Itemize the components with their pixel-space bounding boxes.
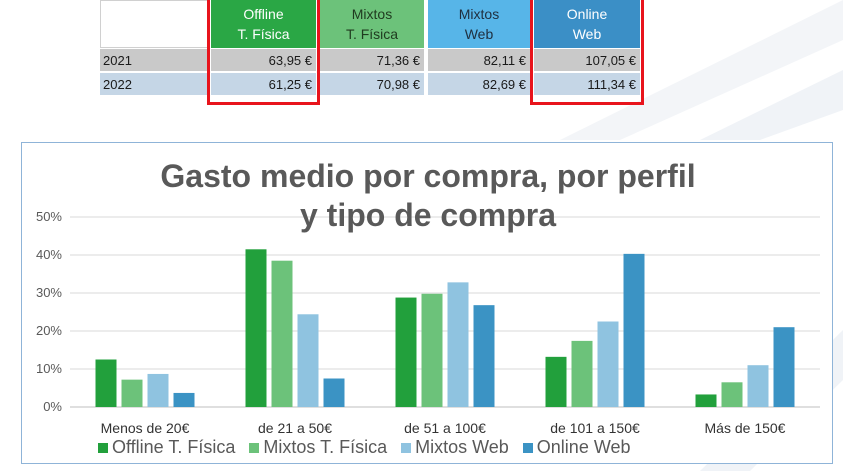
chart-container: 0% 10% 20% 30% 40% 50% Menos de 20€ de 21 a 50€…: [21, 142, 833, 464]
chart-title-line1: Gasto medio por compra, por perfil: [160, 158, 696, 194]
chart-title: Gasto medio por compra, por perfil y tip…: [22, 157, 834, 235]
chart-title-line2: y tipo de compra: [299, 197, 557, 233]
row-year: 2021: [100, 49, 208, 71]
x-category-label: de 101 a 150€: [550, 420, 640, 436]
bar: [623, 253, 645, 407]
cell-value: 107,05 €: [534, 49, 640, 71]
bar: [695, 394, 717, 407]
legend-label: Mixtos T. Física: [263, 437, 388, 457]
header-online-web: Online Web: [534, 0, 640, 48]
x-category-label: de 21 a 50€: [258, 420, 332, 436]
cell-value: 111,34 €: [534, 73, 640, 95]
highlight-box-online: [530, 0, 644, 105]
x-category-label: de 51 a 100€: [404, 420, 486, 436]
legend-item: Online Web: [522, 437, 631, 458]
header-mixtos-web: Mixtos Web: [428, 0, 530, 48]
header-mixtos-tfisica: Mixtos T. Física: [320, 0, 424, 48]
bar: [95, 359, 117, 407]
legend-swatch: [249, 442, 260, 453]
table-corner-cell: [100, 0, 208, 48]
chart-legend: Offline T. Física Mixtos T. Física Mixtos …: [98, 437, 631, 458]
cell-value: 82,69 €: [428, 73, 530, 95]
header-line2: Web: [572, 26, 602, 42]
header-line2: T. Física: [345, 26, 399, 42]
bar: [297, 314, 319, 407]
bar: [173, 392, 195, 407]
y-tick-label: 50%: [36, 209, 62, 224]
header-line2: T. Física: [237, 26, 290, 42]
bar: [721, 382, 743, 407]
header-offline-tfisica: Offline T. Física: [211, 0, 316, 48]
bar: [473, 305, 495, 407]
bar: [147, 373, 169, 407]
bar: [323, 378, 345, 407]
legend-item: Offline T. Física: [98, 437, 235, 458]
bar: [773, 327, 795, 407]
cell-value: 71,36 €: [320, 49, 424, 71]
cell-value: 82,11 €: [428, 49, 530, 71]
header-line1: Mixtos: [458, 6, 500, 22]
bar: [447, 282, 469, 407]
header-line1: Mixtos: [351, 6, 393, 22]
cell-value: 70,98 €: [320, 73, 424, 95]
bar: [545, 356, 567, 407]
legend-label: Online Web: [536, 437, 631, 457]
header-line1: Online: [566, 6, 608, 22]
x-category-label: Menos de 20€: [101, 420, 190, 436]
y-tick-label: 0%: [43, 399, 62, 414]
row-year: 2022: [100, 73, 208, 95]
bar: [271, 260, 293, 407]
legend-item: Mixtos T. Física: [249, 437, 387, 458]
y-tick-label: 10%: [36, 361, 62, 376]
y-tick-label: 40%: [36, 247, 62, 262]
bar: [571, 340, 593, 407]
bar: [395, 297, 417, 407]
bar-chart-plot: 0% 10% 20% 30% 40% 50% Menos de 20€ de 21 a 50€…: [36, 209, 820, 436]
legend-label: Offline T. Física: [112, 437, 236, 457]
legend-swatch: [401, 442, 412, 453]
cell-value: 63,95 €: [211, 49, 316, 71]
legend-swatch: [98, 442, 108, 453]
legend-item: Mixtos Web: [401, 437, 509, 458]
cell-value: 61,25 €: [211, 73, 316, 95]
y-tick-label: 20%: [36, 323, 62, 338]
header-line1: Offline: [243, 6, 284, 22]
y-tick-label: 30%: [36, 285, 62, 300]
bar: [121, 379, 143, 407]
header-line2: Web: [464, 26, 494, 42]
bar: [747, 365, 769, 407]
x-category-label: Más de 150€: [705, 420, 786, 436]
highlight-box-offline: [207, 0, 320, 105]
bar: [245, 249, 267, 407]
bar: [597, 321, 619, 407]
legend-label: Mixtos Web: [415, 437, 509, 457]
bar: [421, 293, 443, 407]
legend-swatch: [522, 442, 533, 453]
